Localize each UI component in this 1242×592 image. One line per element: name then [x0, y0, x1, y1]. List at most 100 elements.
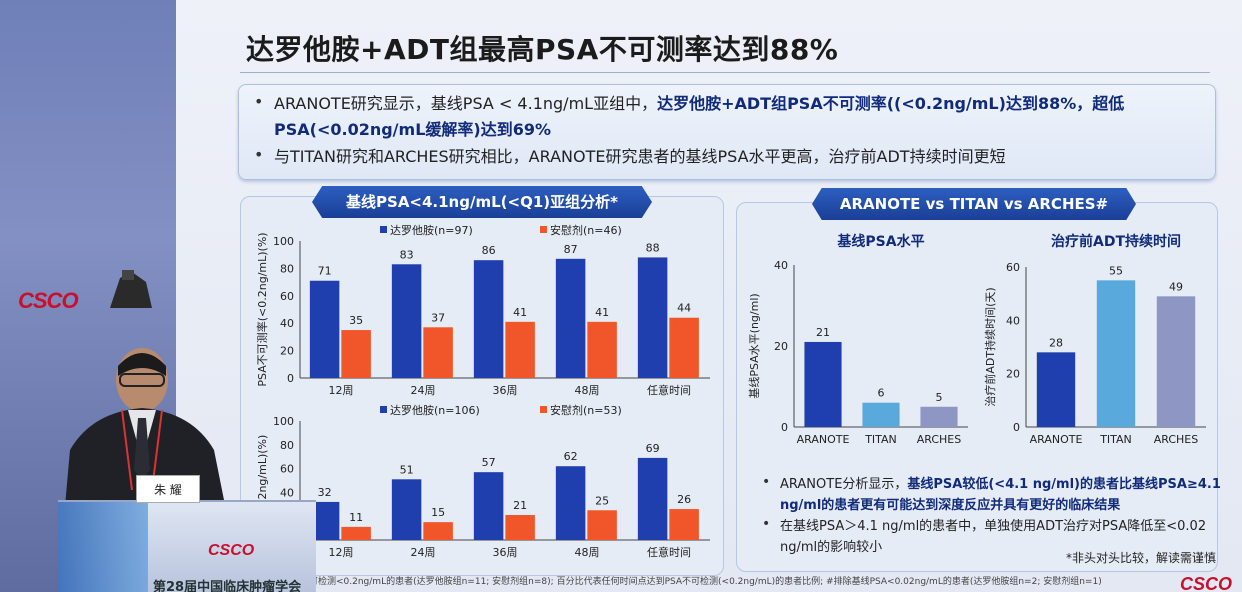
x-tick-label: ARCHES — [917, 433, 962, 446]
bullet-1-text: ARANOTE研究显示，基线PSA < 4.1ng/mL亚组中， — [274, 94, 658, 113]
x-tick-label: 48周 — [575, 546, 600, 559]
slide-title: 达罗他胺+ADT组最高PSA不可测率达到88% — [246, 33, 839, 66]
bar-value-label: 69 — [646, 442, 660, 455]
bar-value-label: 6 — [878, 387, 885, 400]
bar-value-label: 87 — [564, 243, 578, 256]
bar-value-label: 55 — [1109, 264, 1123, 277]
legend-label: 安慰剂(n=53) — [550, 403, 622, 417]
note-1-line-1: ARANOTE分析显示，基线PSA较低(<4.1 ng/ml)的患者比基线PSA… — [780, 474, 1221, 495]
note-2-line-2: ng/ml的影响较小 — [780, 540, 883, 555]
key-points-box — [238, 84, 1216, 180]
note-2-line-1: 在基线PSA＞4.1 ng/ml的患者中，单独使用ADT治疗对PSA降低至<0.… — [780, 519, 1207, 534]
x-tick-label: ARCHES — [1154, 433, 1199, 446]
adt-duration-chart: 治疗前ADT持续时间 0 20 40 60 治疗前ADT持续时间(天) 28 ARANOTE 5… — [983, 233, 1206, 446]
subgroup-ribbon: 基线PSA<4.1ng/mL(<Q1)亚组分析* — [312, 186, 652, 218]
bar — [505, 321, 535, 378]
podium-title: 第28届中国临床肿瘤学会 — [153, 580, 302, 592]
csco-emblem-icon — [110, 270, 152, 308]
podium-stripe — [58, 502, 148, 592]
note-1-text: ARANOTE分析显示， — [780, 477, 908, 492]
note-1-line-2: ng/ml的患者更有可能达到深度反应并具有更好的临床结果 — [780, 495, 1120, 516]
bar — [637, 257, 668, 378]
y-tick-label: 100 — [273, 415, 294, 428]
y-tick-label: 60 — [1006, 261, 1020, 274]
csco-logo: CSCO — [18, 268, 152, 313]
y-axis-title: PSA不可测率(<0.2ng/mL)(%) — [255, 232, 269, 386]
bar — [920, 406, 958, 427]
bar-value-label: 21 — [816, 326, 830, 339]
bullet-1-line-2: PSA(<0.02ng/mL缓解率)达到69% — [274, 117, 551, 143]
legend-label: 达罗他胺(n=97) — [390, 223, 473, 237]
y-tick-label: 0 — [287, 372, 294, 385]
chart-title: 基线PSA水平 — [837, 233, 924, 250]
bar — [587, 510, 617, 540]
bar — [341, 330, 371, 378]
note-1-bold: 基线PSA较低(<4.1 ng/ml)的患者比基线PSA≥4.1 — [907, 477, 1221, 492]
footnote: 不可检测<0.2ng/mL的患者(达罗他胺组n=11; 安慰剂组n=8); 百分… — [300, 577, 1102, 587]
bar-value-label: 62 — [564, 450, 578, 463]
y-tick-label: 20 — [1006, 368, 1020, 381]
podium-logo: CSCO — [208, 542, 255, 559]
bullet-dot: • — [254, 92, 264, 111]
x-tick-label: 24周 — [411, 384, 436, 397]
csco-corner-logo: CSCO — [1180, 574, 1233, 592]
chart-title: 治疗前ADT持续时间 — [1051, 233, 1181, 250]
ultra-low-psa-chart: 020406080100<0.02ng/mL)(%)321112周511524周… — [256, 403, 710, 559]
y-tick-label: 60 — [280, 290, 294, 303]
note-bullet: • — [762, 516, 771, 532]
bar-value-label: 83 — [400, 248, 414, 261]
bar-value-label: 32 — [318, 486, 332, 499]
y-tick-label: 20 — [774, 340, 788, 353]
legend-swatch — [540, 406, 547, 413]
bar-value-label: 26 — [677, 493, 691, 506]
podium: CSCO 第28届中国临床肿瘤学会 — [58, 500, 316, 592]
bar — [862, 402, 900, 427]
bullet-2: 与TITAN研究和ARCHES研究相比，ARANOTE研究患者的基线PSA水平更… — [274, 147, 1006, 166]
legend-swatch — [540, 226, 547, 233]
y-axis-title: 治疗前ADT持续时间(天) — [983, 287, 997, 406]
bar-value-label: 71 — [318, 265, 332, 278]
x-tick-label: 12周 — [329, 384, 354, 397]
bar — [1096, 280, 1136, 427]
bar — [1036, 352, 1076, 427]
bar-value-label: 37 — [431, 311, 445, 324]
bullet-1-bold: 达罗他胺+ADT组PSA不可测率((<0.2ng/mL)达到88%，超低 — [657, 94, 1125, 113]
psa-undetectable-chart: 0 20 40 60 80 100 PSA不可测率(<0.2ng/mL)(%) 71 35 12周… — [255, 223, 710, 397]
bar — [555, 258, 586, 378]
bullet-1-bold-2: PSA(<0.02ng/mL缓解率)达到69% — [274, 120, 551, 139]
bar — [423, 327, 453, 378]
bar — [587, 321, 617, 378]
csco-logo-text: CSCO — [18, 288, 79, 313]
y-tick-label: 40 — [280, 317, 294, 330]
legend-label: 安慰剂(n=46) — [550, 223, 622, 237]
y-tick-label: 20 — [280, 345, 294, 358]
bar — [391, 264, 422, 378]
bar-value-label: 44 — [677, 302, 691, 315]
note-1-bold-2: ng/ml的患者更有可能达到深度反应并具有更好的临床结果 — [780, 498, 1121, 513]
x-tick-label: 任意时间 — [647, 383, 691, 397]
bar — [555, 466, 586, 540]
x-tick-label: ARANOTE — [797, 433, 850, 446]
y-tick-label: 100 — [273, 235, 294, 248]
x-tick-label: 36周 — [493, 384, 518, 397]
bar-value-label: 41 — [595, 306, 609, 319]
y-tick-label: 60 — [280, 463, 294, 476]
x-tick-label: TITAN — [1099, 433, 1132, 446]
bar — [473, 260, 504, 378]
bar — [669, 317, 699, 378]
y-tick-label: 40 — [280, 486, 294, 499]
bar-value-label: 25 — [595, 494, 609, 507]
bar-value-label: 11 — [349, 511, 363, 524]
bar-value-label: 57 — [482, 456, 496, 469]
x-tick-label: ARANOTE — [1030, 433, 1083, 446]
x-tick-label: 24周 — [411, 546, 436, 559]
x-tick-label: TITAN — [864, 433, 897, 446]
legend-label: 达罗他胺(n=106) — [390, 403, 480, 417]
bullet-1-line-1: ARANOTE研究显示，基线PSA < 4.1ng/mL亚组中，达罗他胺+ADT… — [274, 91, 1124, 117]
bar — [423, 522, 453, 540]
bar-value-label: 88 — [646, 241, 660, 254]
y-tick-label: 80 — [280, 262, 294, 275]
bar-value-label: 51 — [400, 463, 414, 476]
bar — [309, 280, 340, 378]
bar-value-label: 41 — [513, 306, 527, 319]
